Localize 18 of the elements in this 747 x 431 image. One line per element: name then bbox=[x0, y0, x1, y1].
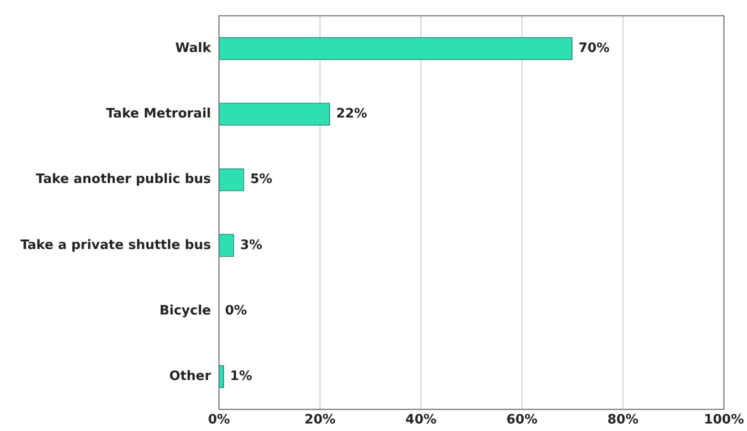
data-label: 22% bbox=[336, 106, 368, 122]
x-tick-label: 80% bbox=[607, 412, 638, 428]
data-label: 3% bbox=[240, 238, 262, 253]
y-tick-label: Take a private shuttle bus bbox=[20, 238, 212, 253]
x-tick-label: 20% bbox=[304, 412, 336, 428]
x-tick-label: 100% bbox=[704, 412, 744, 428]
data-label: 0% bbox=[225, 303, 248, 318]
data-label: 5% bbox=[250, 172, 272, 188]
data-label: 70% bbox=[578, 40, 610, 56]
data-label: 1% bbox=[230, 368, 252, 384]
y-tick-label: Take Metrorail bbox=[106, 106, 211, 122]
x-tick-label: 0% bbox=[208, 412, 230, 428]
y-tick-label: Bicycle bbox=[159, 303, 212, 318]
x-tick-label: 40% bbox=[405, 412, 437, 428]
x-tick-label: 60% bbox=[506, 412, 538, 428]
y-tick-label: Take another public bus bbox=[36, 172, 212, 188]
y-tick-label: Walk bbox=[175, 40, 212, 56]
y-tick-label: Other bbox=[169, 368, 212, 384]
